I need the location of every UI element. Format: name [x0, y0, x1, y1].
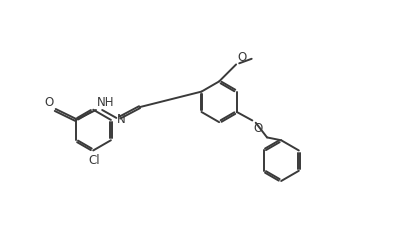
- Text: O: O: [237, 51, 246, 64]
- Text: NH: NH: [97, 96, 115, 109]
- Text: O: O: [44, 96, 53, 108]
- Text: Cl: Cl: [89, 154, 101, 167]
- Text: O: O: [254, 122, 263, 135]
- Text: N: N: [117, 113, 126, 126]
